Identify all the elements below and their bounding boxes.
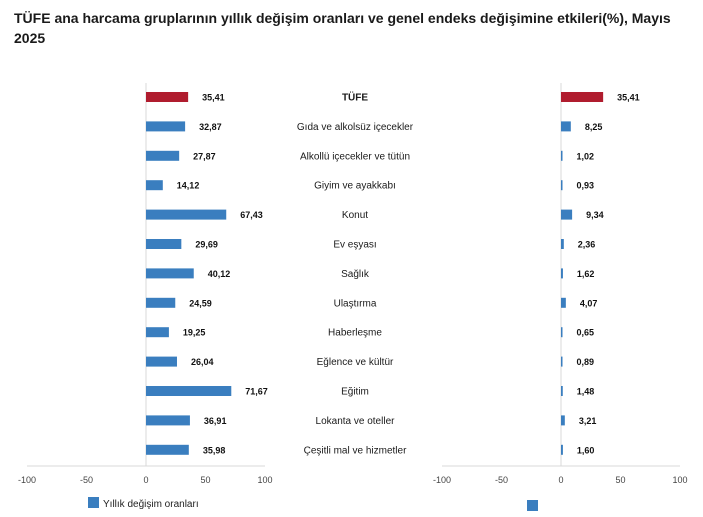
legend-swatch-2: [527, 500, 538, 511]
data-label: 29,69: [195, 240, 218, 250]
data-label: 19,25: [183, 328, 206, 338]
category-label: Alkollü içecekler ve tütün: [300, 151, 410, 162]
data-label: 2,36: [578, 240, 596, 250]
data-label: 14,12: [177, 181, 200, 191]
data-label: 4,07: [580, 298, 598, 308]
bar-1: [146, 327, 169, 338]
data-label: 26,04: [191, 357, 214, 367]
category-label: Gıda ve alkolsüz içecekler: [297, 122, 414, 133]
bar-1: [146, 268, 194, 279]
x-tick-label: -100: [18, 475, 36, 485]
bar-1: [146, 209, 227, 220]
data-label: 67,43: [240, 210, 263, 220]
bar-1: [146, 356, 177, 367]
legend-annual-change: Yıllık değişim oranları: [88, 497, 199, 510]
data-label: 35,41: [202, 93, 225, 103]
data-label: 0,93: [577, 181, 595, 191]
x-tick-label: 50: [200, 475, 210, 485]
data-label: 1,48: [577, 387, 595, 397]
bar-2: [561, 92, 604, 102]
bar-1: [146, 92, 189, 102]
data-label: 9,34: [586, 210, 604, 220]
bar-2: [561, 297, 566, 308]
category-label: TÜFE: [342, 91, 368, 104]
bar-2: [561, 209, 573, 220]
bar-1: [146, 239, 182, 249]
category-label: Ev eşyası: [333, 240, 376, 251]
data-label: 8,25: [585, 122, 603, 132]
bar-2: [561, 121, 571, 132]
x-tick-label: 100: [672, 475, 687, 485]
legend-swatch: [88, 497, 99, 508]
bar-2: [561, 327, 563, 338]
bar-1: [146, 444, 189, 455]
bar-2: [561, 180, 563, 191]
bar-1: [146, 180, 163, 191]
data-label: 1,02: [577, 151, 595, 161]
chart-title: TÜFE ana harcama gruplarının yıllık deği…: [14, 10, 671, 46]
data-label: 35,41: [617, 93, 640, 103]
x-tick-label: -50: [80, 475, 93, 485]
data-label: 0,65: [577, 328, 595, 338]
data-label: 36,91: [204, 416, 227, 426]
data-label: 3,21: [579, 416, 597, 426]
bar-2: [561, 444, 563, 455]
data-label: 0,89: [577, 357, 595, 367]
x-tick-label: 0: [143, 475, 148, 485]
category-label: Sağlık: [341, 269, 370, 280]
category-label: Haberleşme: [328, 328, 382, 339]
data-label: 32,87: [199, 122, 222, 132]
x-tick-label: -50: [495, 475, 508, 485]
data-label: 35,98: [203, 445, 226, 455]
category-label: Eğitim: [341, 387, 369, 398]
x-tick-label: -100: [433, 475, 451, 485]
legend-label: Yıllık değişim oranları: [103, 499, 199, 510]
bar-1: [146, 121, 186, 132]
bar-1: [146, 297, 176, 308]
x-tick-label: 0: [558, 475, 563, 485]
bar-2: [561, 150, 563, 161]
category-label: Giyim ve ayakkabı: [314, 181, 396, 192]
category-label: Eğlence ve kültür: [317, 357, 394, 368]
category-label: Ulaştırma: [334, 298, 377, 309]
x-tick-label: 50: [615, 475, 625, 485]
data-label: 1,62: [577, 269, 595, 279]
data-label: 24,59: [189, 298, 212, 308]
bar-2: [561, 415, 565, 426]
x-tick-label: 100: [257, 475, 272, 485]
bar-1: [146, 150, 180, 161]
data-label: 27,87: [193, 151, 216, 161]
category-label: Çeşitli mal ve hizmetler: [304, 445, 407, 456]
bar-2: [561, 386, 563, 396]
bar-1: [146, 386, 232, 396]
category-label: Konut: [342, 210, 368, 221]
data-label: 1,60: [577, 445, 595, 455]
bar-2: [561, 268, 563, 279]
bar-2: [561, 356, 563, 367]
bar-1: [146, 415, 190, 426]
bar-2: [561, 239, 564, 249]
data-label: 71,67: [245, 387, 268, 397]
category-label: Lokanta ve oteller: [316, 416, 396, 427]
legend-contribution: [527, 497, 538, 515]
data-label: 40,12: [208, 269, 231, 279]
